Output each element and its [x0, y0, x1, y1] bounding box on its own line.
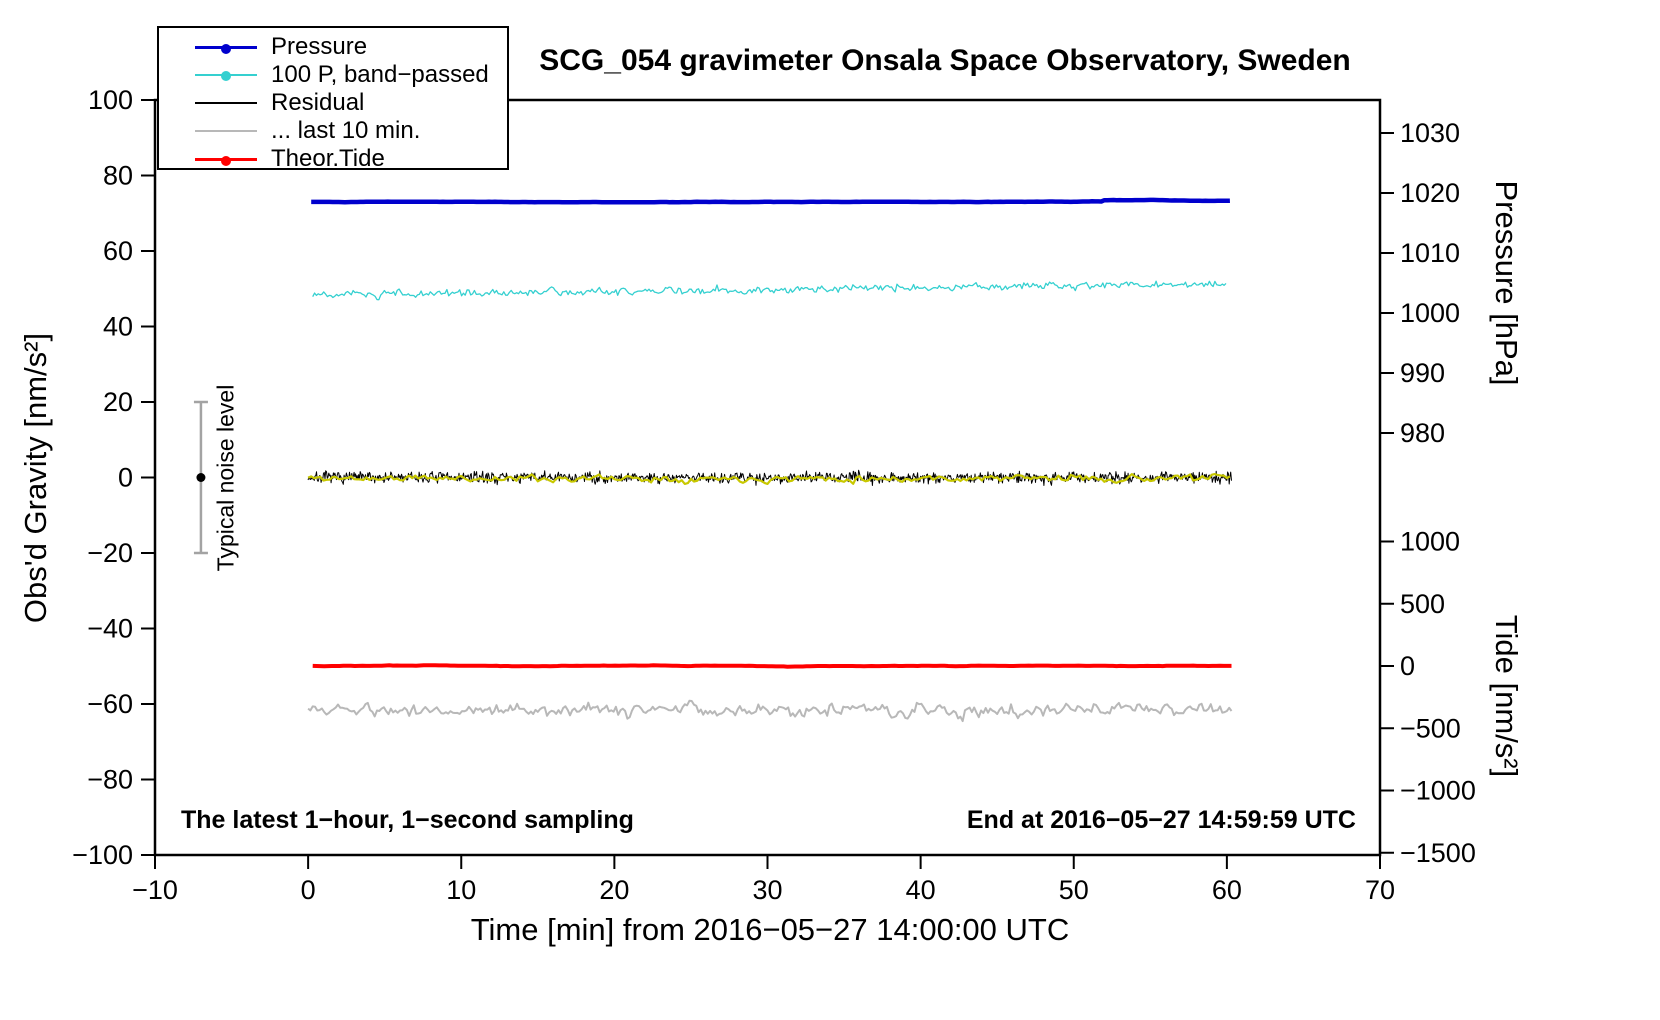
svg-text:40: 40	[906, 875, 936, 905]
svg-text:80: 80	[103, 161, 133, 191]
legend-item-pressure: Pressure	[195, 33, 507, 61]
svg-text:1030: 1030	[1400, 118, 1460, 148]
legend-item-theortide: Theor.Tide	[195, 145, 507, 173]
legend-label: Theor.Tide	[271, 145, 385, 172]
typical-noise-level-label: Typical noise level	[212, 384, 239, 572]
svg-text:100: 100	[88, 85, 133, 115]
svg-text:0: 0	[118, 463, 133, 493]
legend-label: 100 P, band−passed	[271, 61, 489, 88]
svg-text:40: 40	[103, 312, 133, 342]
svg-text:−1000: −1000	[1400, 776, 1476, 806]
svg-text:−20: −20	[87, 538, 133, 568]
svg-text:−80: −80	[87, 765, 133, 795]
svg-text:20: 20	[599, 875, 629, 905]
svg-text:500: 500	[1400, 589, 1445, 619]
svg-text:−500: −500	[1400, 713, 1461, 743]
left-axis-title: Obs'd Gravity [nm/s²]	[18, 332, 53, 624]
x-axis-title: Time [min] from 2016−05−27 14:00:00 UTC	[470, 912, 1070, 947]
legend-item-last10min: ... last 10 min.	[195, 117, 507, 145]
svg-text:1020: 1020	[1400, 178, 1460, 208]
svg-text:60: 60	[103, 236, 133, 266]
last10min-line-sample-icon	[195, 130, 257, 132]
end-time-footnote: End at 2016−05−27 14:59:59 UTC	[966, 806, 1356, 834]
theortide-line-sample-icon	[195, 155, 257, 166]
svg-text:70: 70	[1365, 875, 1395, 905]
svg-text:−1500: −1500	[1400, 838, 1476, 868]
svg-text:0: 0	[1400, 651, 1415, 681]
legend-label: Residual	[271, 89, 365, 116]
legend-item-residual: Residual	[195, 89, 507, 117]
svg-text:1000: 1000	[1400, 527, 1460, 557]
pressure-line-sample-icon	[195, 43, 257, 54]
svg-text:30: 30	[752, 875, 782, 905]
svg-text:−60: −60	[87, 689, 133, 719]
svg-text:1010: 1010	[1400, 238, 1460, 268]
svg-text:60: 60	[1212, 875, 1242, 905]
pressure-axis-title: Pressure [hPa]	[1489, 180, 1524, 386]
svg-text:0: 0	[301, 875, 316, 905]
svg-text:−10: −10	[132, 875, 178, 905]
bandpassed-line-sample-icon	[195, 71, 257, 81]
chart-legend: Pressure 100 P, band−passed Residual ...…	[157, 26, 509, 173]
chart-title: SCG_054 gravimeter Onsala Space Observat…	[539, 44, 1351, 77]
svg-text:50: 50	[1059, 875, 1089, 905]
legend-label: Pressure	[271, 33, 368, 60]
tide-axis-title: Tide [nm/s²]	[1489, 614, 1524, 778]
svg-text:−100: −100	[72, 840, 133, 870]
svg-text:10: 10	[446, 875, 476, 905]
sampling-footnote: The latest 1−hour, 1−second sampling	[181, 806, 634, 834]
svg-text:20: 20	[103, 387, 133, 417]
residual-line-sample-icon	[195, 102, 257, 104]
legend-item-bandpassed: 100 P, band−passed	[195, 61, 507, 89]
svg-text:1000: 1000	[1400, 298, 1460, 328]
svg-text:−40: −40	[87, 614, 133, 644]
svg-text:990: 990	[1400, 358, 1445, 388]
svg-text:980: 980	[1400, 418, 1445, 448]
legend-label: ... last 10 min.	[271, 117, 421, 144]
